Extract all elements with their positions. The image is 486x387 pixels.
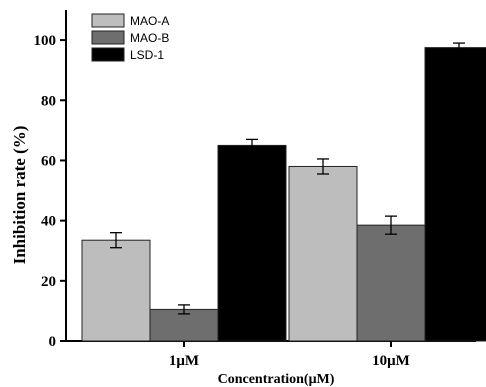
y-tick-label: 80	[41, 93, 56, 109]
legend-label: MAO-B	[130, 31, 169, 45]
bar-lsd-1-0	[217, 144, 287, 342]
y-tick-label: 100	[34, 33, 57, 49]
y-tick-label: 0	[49, 334, 57, 350]
y-tick-label: 60	[41, 153, 56, 169]
legend-swatch	[91, 30, 125, 45]
y-axis-title: Inhibition rate (%)	[10, 126, 29, 265]
legend-swatch	[91, 13, 125, 28]
x-axis-title: Concentration(μM)	[218, 372, 335, 387]
legend: MAO-A MAO-B LSD-1	[91, 13, 169, 62]
x-tick-label: 10μM	[372, 353, 410, 369]
y-tick-label: 40	[41, 214, 56, 230]
bar-mao-b-0	[149, 308, 219, 342]
y-tick-label: 20	[41, 274, 56, 290]
plot-area: 0 20 40 60 80 100 1μM 10μM	[34, 10, 486, 369]
legend-label: MAO-A	[130, 14, 169, 28]
x-tick-label: 1μM	[169, 353, 199, 369]
legend-label: LSD-1	[130, 48, 164, 62]
legend-swatch	[91, 47, 125, 62]
bar-mao-a-1	[288, 165, 358, 342]
bar-mao-a-0	[81, 239, 151, 342]
bar-mao-b-1	[356, 224, 426, 342]
bar-lsd-1-1	[424, 47, 486, 342]
